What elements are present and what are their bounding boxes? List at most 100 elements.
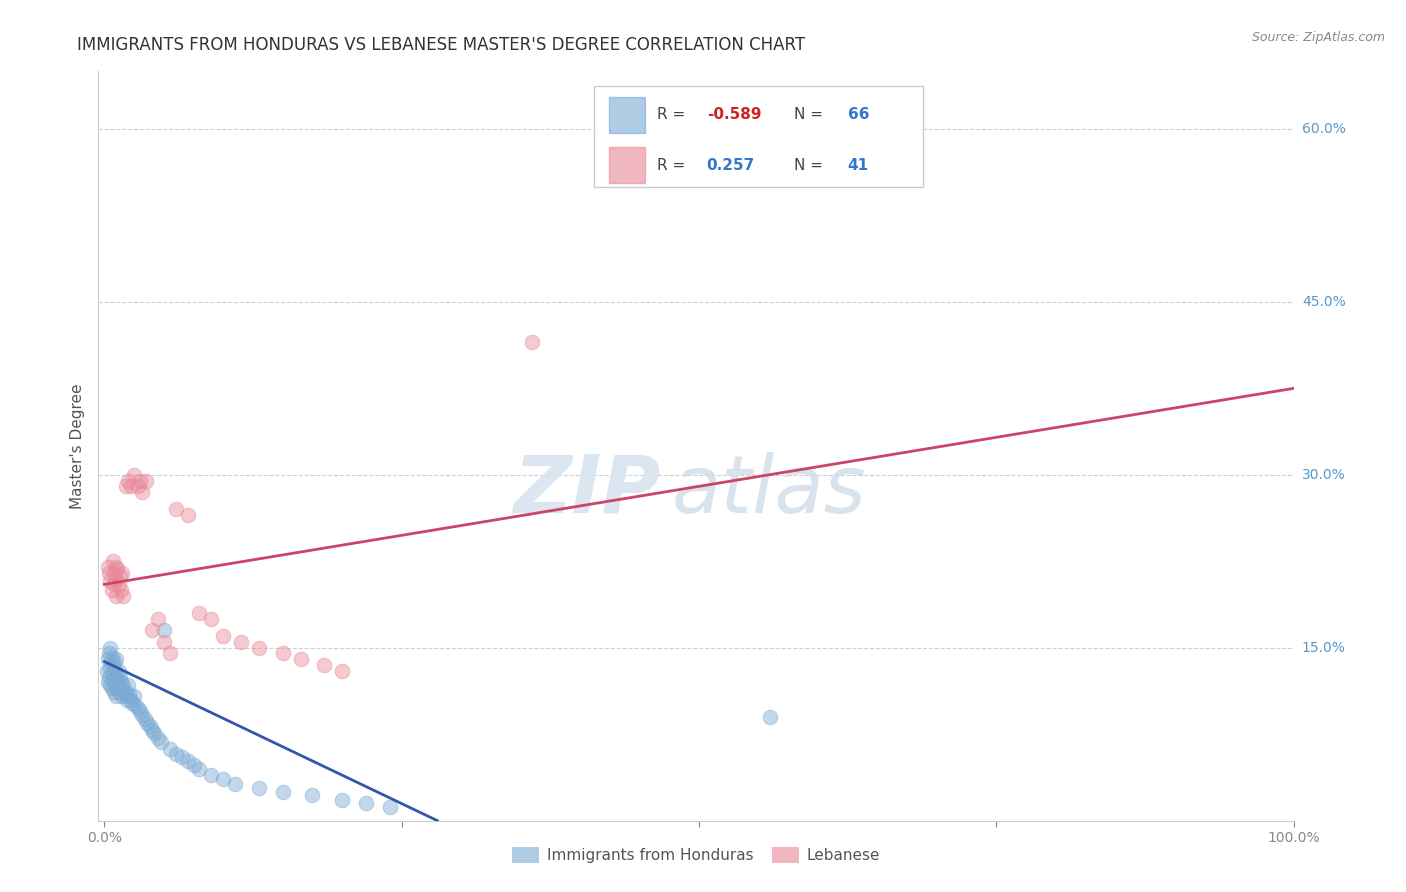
Point <box>104 678 127 692</box>
Point <box>98 566 121 580</box>
Point <box>100 583 122 598</box>
Point <box>176 508 198 523</box>
Point <box>97 652 120 666</box>
Point <box>105 560 128 574</box>
Text: 60.0%: 60.0% <box>1302 122 1346 136</box>
Legend: Immigrants from Honduras, Lebanese: Immigrants from Honduras, Lebanese <box>506 841 886 869</box>
Point <box>127 479 149 493</box>
Point <box>111 681 134 695</box>
Point <box>98 647 121 661</box>
Point <box>159 647 181 661</box>
Text: 0.257: 0.257 <box>707 158 755 173</box>
Text: 15.0%: 15.0% <box>1302 640 1346 655</box>
Point <box>134 712 156 726</box>
Point <box>146 612 169 626</box>
Text: atlas: atlas <box>672 452 868 530</box>
Text: 41: 41 <box>848 158 869 173</box>
Point <box>138 719 160 733</box>
Point <box>129 704 152 718</box>
Point <box>101 673 124 687</box>
Point <box>108 684 131 698</box>
Point <box>100 649 122 664</box>
Point <box>127 700 149 714</box>
Point <box>120 692 142 706</box>
Point <box>114 684 136 698</box>
FancyBboxPatch shape <box>595 87 922 187</box>
Point <box>114 689 136 703</box>
Point <box>136 715 159 730</box>
Point <box>110 675 132 690</box>
Point <box>165 747 187 761</box>
Point <box>159 742 181 756</box>
Point <box>183 758 205 772</box>
Point <box>135 474 157 488</box>
Point <box>107 562 129 576</box>
Point <box>108 569 131 583</box>
Point <box>165 502 187 516</box>
Point <box>124 698 146 713</box>
Point <box>759 710 782 724</box>
Point <box>290 652 312 666</box>
Point <box>176 754 198 768</box>
Point <box>247 781 270 796</box>
Point <box>107 673 129 687</box>
Point <box>131 707 153 722</box>
Point <box>96 664 118 678</box>
Point <box>98 661 121 675</box>
Point <box>97 675 120 690</box>
Text: 30.0%: 30.0% <box>1302 467 1346 482</box>
Point <box>105 689 128 703</box>
Point <box>98 669 121 683</box>
Point <box>131 485 153 500</box>
Text: -0.589: -0.589 <box>707 107 761 122</box>
Point <box>107 678 129 692</box>
Point <box>107 577 129 591</box>
Y-axis label: Master's Degree: Master's Degree <box>70 384 86 508</box>
Point <box>121 696 143 710</box>
Point <box>212 629 235 643</box>
Point <box>118 687 141 701</box>
FancyBboxPatch shape <box>609 147 644 183</box>
Point <box>107 664 129 678</box>
Point <box>224 777 246 791</box>
Point <box>271 785 294 799</box>
Point <box>330 664 353 678</box>
Point <box>100 681 122 695</box>
Point <box>98 640 121 655</box>
Point <box>101 658 124 673</box>
Point <box>111 566 134 580</box>
Point <box>146 731 169 745</box>
Text: R =: R = <box>657 158 695 173</box>
Point <box>143 726 166 740</box>
Point <box>105 669 128 683</box>
Point <box>301 789 323 803</box>
Point <box>170 750 193 764</box>
Point <box>120 479 142 493</box>
Point <box>150 735 173 749</box>
Point <box>200 767 222 781</box>
Text: ZIP: ZIP <box>513 452 661 530</box>
Point <box>314 658 336 673</box>
Point <box>200 612 222 626</box>
Text: N =: N = <box>794 107 828 122</box>
Point <box>522 335 544 350</box>
Point <box>104 664 127 678</box>
Point <box>141 723 163 737</box>
Point <box>105 589 128 603</box>
Point <box>112 589 135 603</box>
Point <box>114 479 136 493</box>
Point <box>153 624 176 638</box>
Point <box>98 678 121 692</box>
Text: N =: N = <box>794 158 828 173</box>
Point <box>112 678 135 692</box>
Point <box>103 566 125 580</box>
Point <box>141 624 163 638</box>
Point <box>98 574 121 588</box>
Point <box>115 692 138 706</box>
Point <box>117 678 139 692</box>
Point <box>122 467 145 482</box>
Text: 66: 66 <box>848 107 869 122</box>
Text: Source: ZipAtlas.com: Source: ZipAtlas.com <box>1251 31 1385 45</box>
Text: R =: R = <box>657 107 690 122</box>
Point <box>783 122 806 136</box>
